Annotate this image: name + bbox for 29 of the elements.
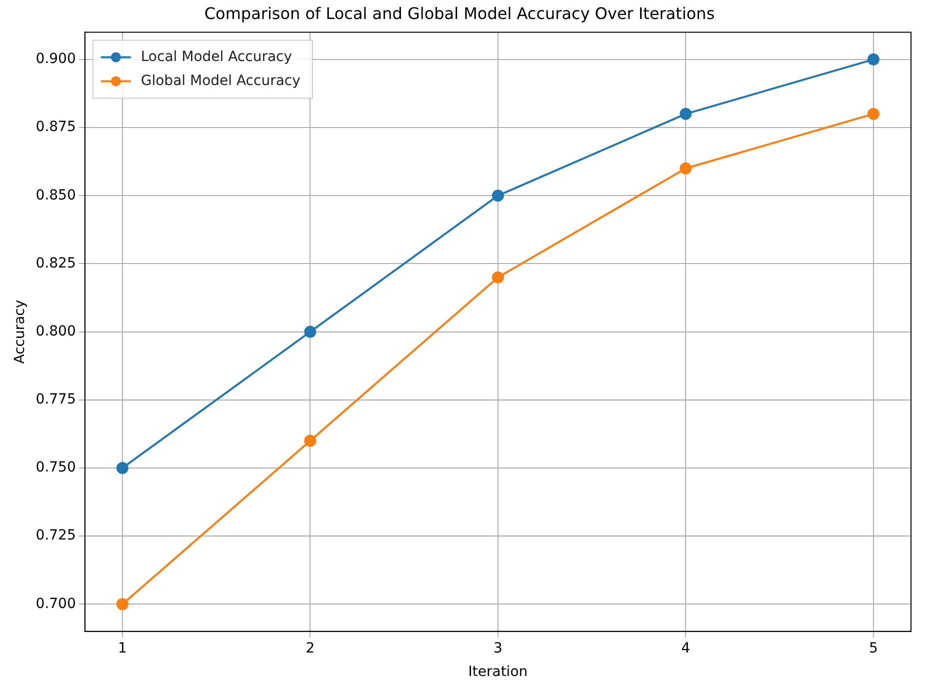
point <box>116 462 128 474</box>
chart-title: Comparison of Local and Global Model Accuracy Over Iterations <box>204 4 715 23</box>
point <box>680 108 692 120</box>
legend-label: Global Model Accuracy <box>140 72 300 89</box>
y-axis-title: Accuracy <box>12 300 28 364</box>
legend-label: Local Model Accuracy <box>140 48 292 65</box>
y-tick-label: 0.825 <box>36 255 76 272</box>
point <box>867 108 880 120</box>
y-tick-label: 0.900 <box>36 51 76 68</box>
x-axis-title: Iteration <box>468 664 528 680</box>
point <box>492 190 504 202</box>
x-tick-label: 1 <box>118 640 127 656</box>
y-tick-label: 0.700 <box>36 596 76 612</box>
y-tick-label: 0.750 <box>36 460 76 476</box>
x-tick-label: 4 <box>681 640 690 656</box>
y-tick-label: 0.850 <box>36 187 76 204</box>
y-tick-label: 0.800 <box>36 323 76 340</box>
y-tick-label: 0.775 <box>36 392 76 408</box>
x-tick-label: 3 <box>493 640 502 656</box>
x-tick-label: 5 <box>868 640 878 656</box>
y-tick-label: 0.875 <box>36 119 76 136</box>
point <box>304 326 316 338</box>
point <box>304 434 316 447</box>
y-tick-label: 0.725 <box>36 528 76 544</box>
point <box>492 271 504 284</box>
point <box>867 53 880 66</box>
point <box>116 598 128 610</box>
point <box>680 162 692 174</box>
x-tick-label: 2 <box>306 640 315 656</box>
